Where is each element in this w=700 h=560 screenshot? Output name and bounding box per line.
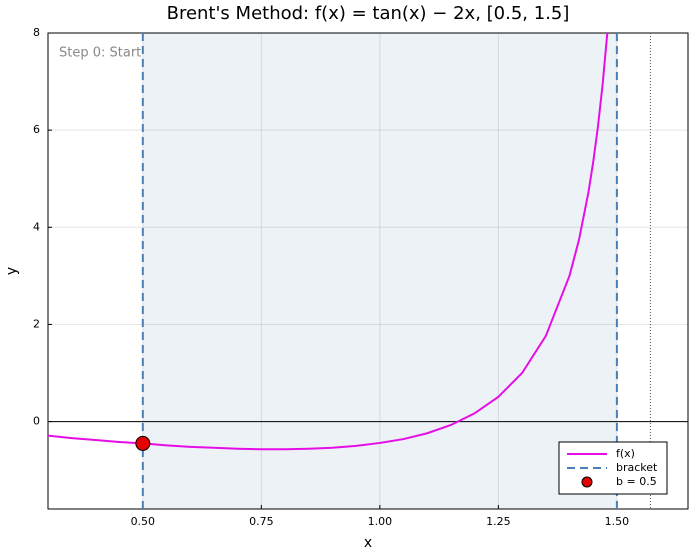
plot-frame: [47, 32, 689, 510]
legend-marker: [581, 476, 593, 488]
annotation: Step 0: Start: [59, 46, 141, 61]
x-tick-label: 1.25: [486, 515, 511, 528]
chart-title: Brent's Method: f(x) = tan(x) − 2x, [0.5…: [167, 3, 570, 24]
legend-label: b = 0.5: [616, 475, 657, 488]
legend-box: [558, 441, 668, 495]
plot-area: [48, 33, 688, 509]
x-axis-label: x: [364, 535, 372, 551]
legend-label: bracket: [616, 461, 658, 474]
bracket-region: [142, 33, 617, 509]
y-axis-label: y: [4, 267, 20, 275]
point-marker: [135, 435, 151, 451]
x-tick-label: 0.75: [249, 515, 274, 528]
y-tick-label: 2: [33, 317, 40, 330]
x-tick-label: 1.00: [368, 515, 393, 528]
y-tick-label: 8: [33, 26, 40, 39]
line-series: [48, 33, 609, 451]
y-tick-label: 0: [33, 415, 40, 428]
y-tick-label: 6: [33, 123, 40, 136]
y-tick-label: 4: [33, 220, 40, 233]
x-tick-label: 0.50: [131, 515, 156, 528]
legend-label: f(x): [616, 447, 635, 460]
x-tick-label: 1.50: [605, 515, 630, 528]
